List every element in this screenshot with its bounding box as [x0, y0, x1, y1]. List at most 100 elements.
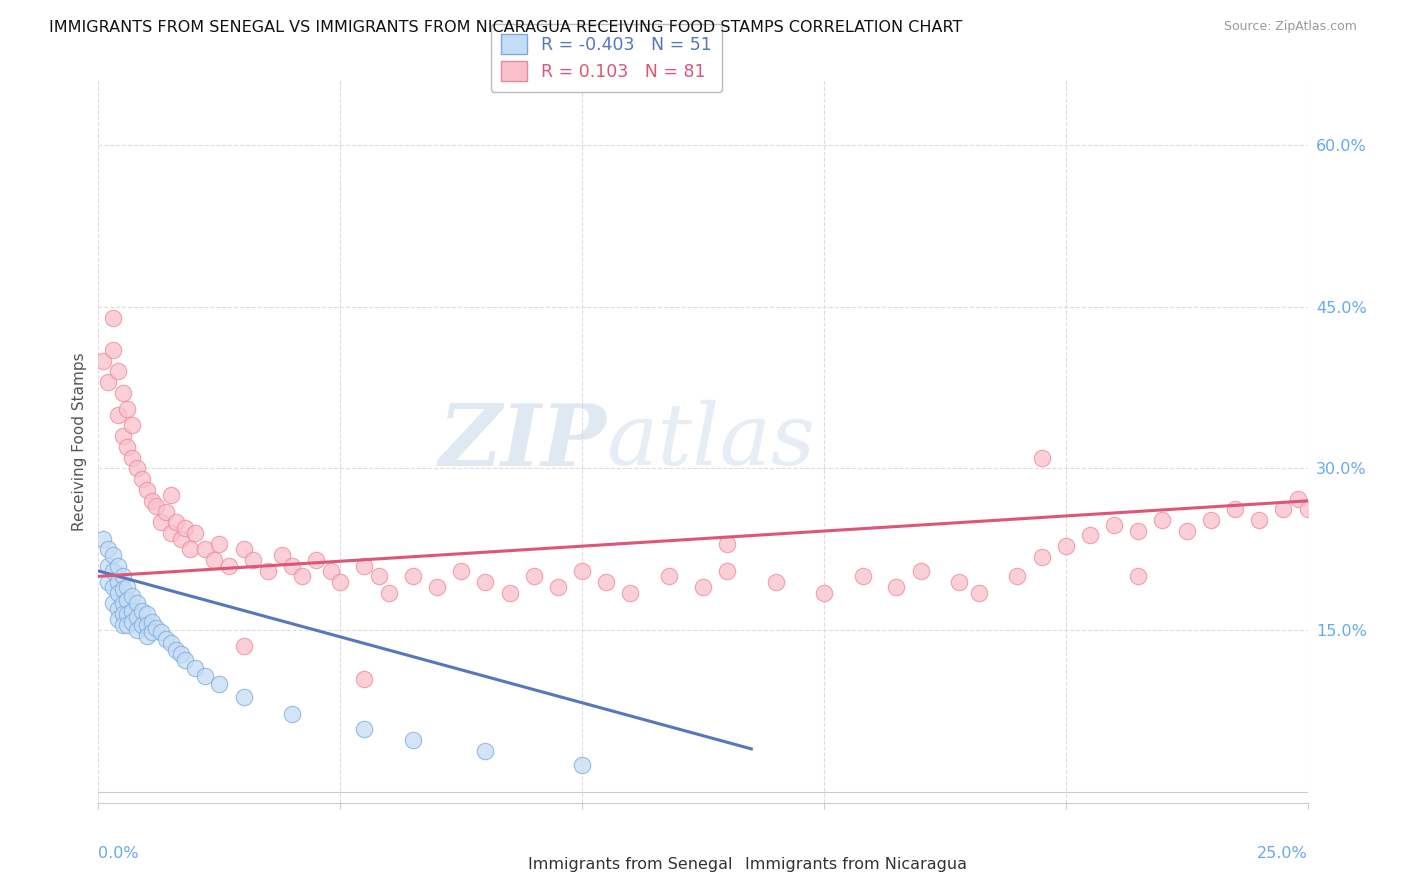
Point: [1199, 513, 1222, 527]
Point: [716, 537, 738, 551]
Point: [368, 569, 391, 583]
Text: atlas: atlas: [606, 401, 815, 483]
Point: [319, 564, 342, 578]
Point: [141, 615, 163, 629]
Text: 25.0%: 25.0%: [1257, 847, 1308, 861]
Point: [184, 526, 207, 541]
Point: [131, 472, 153, 486]
Point: [967, 585, 990, 599]
Point: [1054, 539, 1077, 553]
Point: [131, 618, 153, 632]
Point: [101, 310, 124, 325]
Point: [498, 585, 520, 599]
Point: [290, 569, 312, 583]
Point: [658, 569, 681, 583]
Point: [218, 558, 240, 573]
Point: [107, 558, 129, 573]
Point: [910, 564, 932, 578]
Legend: R = -0.403   N = 51, R = 0.103   N = 81: R = -0.403 N = 51, R = 0.103 N = 81: [491, 24, 723, 92]
Point: [101, 580, 124, 594]
Point: [1031, 450, 1053, 465]
Point: [101, 564, 124, 578]
Point: [208, 537, 231, 551]
Point: [101, 596, 124, 610]
Text: IMMIGRANTS FROM SENEGAL VS IMMIGRANTS FROM NICARAGUA RECEIVING FOOD STAMPS CORRE: IMMIGRANTS FROM SENEGAL VS IMMIGRANTS FR…: [49, 20, 963, 35]
Point: [135, 618, 157, 632]
Point: [450, 564, 472, 578]
Point: [256, 564, 278, 578]
Point: [97, 558, 120, 573]
Point: [523, 569, 546, 583]
Point: [101, 548, 124, 562]
Point: [852, 569, 875, 583]
Point: [1223, 502, 1246, 516]
Point: [107, 612, 129, 626]
Point: [160, 488, 183, 502]
Point: [329, 574, 352, 589]
Point: [101, 343, 124, 357]
Point: [165, 642, 187, 657]
Point: [204, 553, 226, 567]
Point: [194, 542, 217, 557]
Point: [91, 353, 114, 368]
Point: [91, 532, 114, 546]
Point: [1296, 502, 1319, 516]
Point: [107, 408, 129, 422]
Point: [111, 429, 134, 443]
Point: [160, 526, 183, 541]
Point: [1272, 502, 1295, 516]
Point: [1175, 524, 1198, 538]
Text: Source: ZipAtlas.com: Source: ZipAtlas.com: [1223, 20, 1357, 33]
Point: [131, 604, 153, 618]
Point: [813, 585, 835, 599]
Point: [111, 618, 134, 632]
Point: [1078, 528, 1101, 542]
Text: Immigrants from Senegal: Immigrants from Senegal: [527, 857, 733, 872]
Point: [107, 364, 129, 378]
Point: [271, 548, 294, 562]
Point: [107, 601, 129, 615]
Point: [111, 386, 134, 401]
FancyBboxPatch shape: [718, 847, 741, 864]
Point: [121, 418, 143, 433]
Point: [692, 580, 714, 594]
Point: [765, 574, 787, 589]
Y-axis label: Receiving Food Stamps: Receiving Food Stamps: [72, 352, 87, 531]
Point: [474, 574, 496, 589]
Point: [194, 668, 217, 682]
Point: [619, 585, 641, 599]
Point: [1031, 549, 1053, 564]
Point: [353, 723, 375, 737]
Point: [111, 607, 134, 621]
Point: [571, 564, 593, 578]
Point: [135, 607, 157, 621]
Point: [232, 690, 254, 705]
Point: [1286, 491, 1309, 506]
Point: [107, 574, 129, 589]
Point: [117, 618, 139, 632]
Point: [145, 621, 167, 635]
Point: [402, 733, 425, 747]
Point: [111, 582, 134, 597]
Point: [97, 542, 120, 557]
Point: [886, 580, 908, 594]
Point: [242, 553, 264, 567]
Text: Immigrants from Nicaragua: Immigrants from Nicaragua: [745, 857, 967, 872]
Point: [716, 564, 738, 578]
Point: [474, 744, 496, 758]
Point: [127, 610, 149, 624]
Point: [377, 585, 399, 599]
Point: [127, 461, 149, 475]
Point: [127, 624, 149, 638]
Point: [948, 574, 970, 589]
Point: [145, 500, 167, 514]
Point: [121, 450, 143, 465]
Point: [595, 574, 617, 589]
Point: [135, 483, 157, 497]
Point: [281, 558, 304, 573]
Point: [107, 585, 129, 599]
Point: [305, 553, 328, 567]
Point: [1152, 513, 1174, 527]
Point: [150, 625, 173, 640]
Point: [117, 580, 139, 594]
